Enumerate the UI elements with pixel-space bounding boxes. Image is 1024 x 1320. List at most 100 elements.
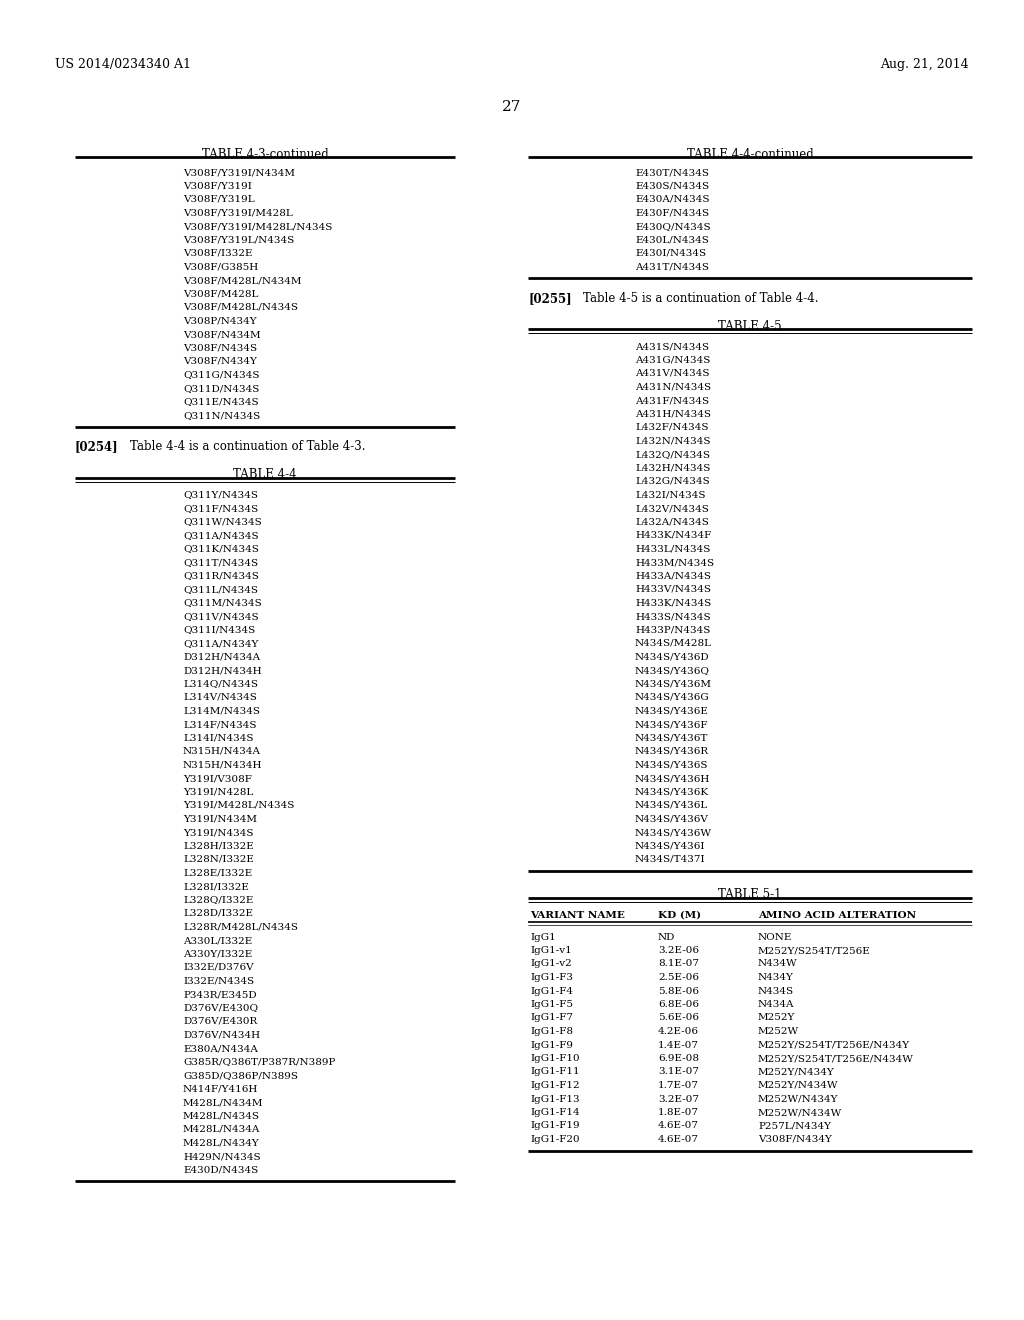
Text: Q311G/N434S: Q311G/N434S xyxy=(183,371,259,380)
Text: M252W/N434Y: M252W/N434Y xyxy=(758,1094,839,1104)
Text: US 2014/0234340 A1: US 2014/0234340 A1 xyxy=(55,58,191,71)
Text: D312H/N434A: D312H/N434A xyxy=(183,652,260,661)
Text: A431T/N434S: A431T/N434S xyxy=(635,263,709,272)
Text: L314M/N434S: L314M/N434S xyxy=(183,706,260,715)
Text: ND: ND xyxy=(658,932,676,941)
Text: IgG1-F13: IgG1-F13 xyxy=(530,1094,580,1104)
Text: Q311T/N434S: Q311T/N434S xyxy=(183,558,258,568)
Text: L328I/I332E: L328I/I332E xyxy=(183,882,249,891)
Text: M252Y: M252Y xyxy=(758,1014,796,1023)
Text: IgG1-F4: IgG1-F4 xyxy=(530,986,573,995)
Text: I332E/D376V: I332E/D376V xyxy=(183,964,254,972)
Text: N434S/Y436E: N434S/Y436E xyxy=(635,706,709,715)
Text: TABLE 4-4-continued: TABLE 4-4-continued xyxy=(687,148,813,161)
Text: Q311K/N434S: Q311K/N434S xyxy=(183,544,259,553)
Text: L328Q/I332E: L328Q/I332E xyxy=(183,895,253,904)
Text: IgG1-F12: IgG1-F12 xyxy=(530,1081,580,1090)
Text: 3.2E-07: 3.2E-07 xyxy=(658,1094,699,1104)
Text: E430S/N434S: E430S/N434S xyxy=(635,181,710,190)
Text: V308F/Y319L: V308F/Y319L xyxy=(183,195,255,205)
Text: 6.9E-08: 6.9E-08 xyxy=(658,1053,699,1063)
Text: H433S/N434S: H433S/N434S xyxy=(635,612,711,620)
Text: V308F/N434Y: V308F/N434Y xyxy=(758,1135,831,1144)
Text: V308F/M428L: V308F/M428L xyxy=(183,289,258,298)
Text: Y319I/N434M: Y319I/N434M xyxy=(183,814,257,824)
Text: M252Y/N434Y: M252Y/N434Y xyxy=(758,1068,835,1077)
Text: N434S/Y436L: N434S/Y436L xyxy=(635,801,709,810)
Text: E430A/N434S: E430A/N434S xyxy=(635,195,710,205)
Text: A431F/N434S: A431F/N434S xyxy=(635,396,710,405)
Text: 1.4E-07: 1.4E-07 xyxy=(658,1040,699,1049)
Text: L432Q/N434S: L432Q/N434S xyxy=(635,450,710,459)
Text: P257L/N434Y: P257L/N434Y xyxy=(758,1122,831,1130)
Text: N434S/Y436Q: N434S/Y436Q xyxy=(635,667,710,675)
Text: Q311N/N434S: Q311N/N434S xyxy=(183,411,260,420)
Text: Q311F/N434S: Q311F/N434S xyxy=(183,504,258,513)
Text: H433M/N434S: H433M/N434S xyxy=(635,558,714,568)
Text: 6.8E-06: 6.8E-06 xyxy=(658,1001,699,1008)
Text: A431G/N434S: A431G/N434S xyxy=(635,355,711,364)
Text: D312H/N434H: D312H/N434H xyxy=(183,667,261,675)
Text: 2.5E-06: 2.5E-06 xyxy=(658,973,699,982)
Text: M252Y/S254T/T256E: M252Y/S254T/T256E xyxy=(758,946,870,954)
Text: L432F/N434S: L432F/N434S xyxy=(635,422,709,432)
Text: M428L/N434M: M428L/N434M xyxy=(183,1098,263,1107)
Text: Y319I/N434S: Y319I/N434S xyxy=(183,828,254,837)
Text: 4.6E-07: 4.6E-07 xyxy=(658,1122,699,1130)
Text: IgG1-v1: IgG1-v1 xyxy=(530,946,571,954)
Text: Y319I/N428L: Y319I/N428L xyxy=(183,788,253,796)
Text: IgG1: IgG1 xyxy=(530,932,556,941)
Text: V308F/M428L/N434M: V308F/M428L/N434M xyxy=(183,276,301,285)
Text: 3.2E-06: 3.2E-06 xyxy=(658,946,699,954)
Text: Q311M/N434S: Q311M/N434S xyxy=(183,598,262,607)
Text: D376V/E430Q: D376V/E430Q xyxy=(183,1003,258,1012)
Text: N434S/Y436I: N434S/Y436I xyxy=(635,842,706,850)
Text: H433P/N434S: H433P/N434S xyxy=(635,626,711,635)
Text: Q311W/N434S: Q311W/N434S xyxy=(183,517,262,527)
Text: 1.8E-07: 1.8E-07 xyxy=(658,1107,699,1117)
Text: N315H/N434H: N315H/N434H xyxy=(183,760,262,770)
Text: H433L/N434S: H433L/N434S xyxy=(635,544,711,553)
Text: V308F/Y319I/M428L: V308F/Y319I/M428L xyxy=(183,209,293,218)
Text: Q311L/N434S: Q311L/N434S xyxy=(183,585,258,594)
Text: IgG1-v2: IgG1-v2 xyxy=(530,960,571,969)
Text: M428L/N434Y: M428L/N434Y xyxy=(183,1138,260,1147)
Text: 4.6E-07: 4.6E-07 xyxy=(658,1135,699,1144)
Text: M252W: M252W xyxy=(758,1027,799,1036)
Text: Aug. 21, 2014: Aug. 21, 2014 xyxy=(881,58,969,71)
Text: V308F/Y319I: V308F/Y319I xyxy=(183,181,252,190)
Text: N434S/T437I: N434S/T437I xyxy=(635,855,706,865)
Text: Y319I/M428L/N434S: Y319I/M428L/N434S xyxy=(183,801,294,810)
Text: L328D/I332E: L328D/I332E xyxy=(183,909,253,917)
Text: A330Y/I332E: A330Y/I332E xyxy=(183,949,252,958)
Text: A431V/N434S: A431V/N434S xyxy=(635,370,710,378)
Text: VARIANT NAME: VARIANT NAME xyxy=(530,911,625,920)
Text: N434S: N434S xyxy=(758,986,795,995)
Text: L432A/N434S: L432A/N434S xyxy=(635,517,709,527)
Text: Q311A/N434Y: Q311A/N434Y xyxy=(183,639,258,648)
Text: TABLE 4-3-continued: TABLE 4-3-continued xyxy=(202,148,329,161)
Text: AMINO ACID ALTERATION: AMINO ACID ALTERATION xyxy=(758,911,916,920)
Text: KD (M): KD (M) xyxy=(658,911,701,920)
Text: TABLE 5-1: TABLE 5-1 xyxy=(718,888,781,902)
Text: I332E/N434S: I332E/N434S xyxy=(183,977,254,986)
Text: IgG1-F7: IgG1-F7 xyxy=(530,1014,573,1023)
Text: H433A/N434S: H433A/N434S xyxy=(635,572,711,581)
Text: L432N/N434S: L432N/N434S xyxy=(635,437,711,446)
Text: P343R/E345D: P343R/E345D xyxy=(183,990,257,999)
Text: L314I/N434S: L314I/N434S xyxy=(183,734,254,742)
Text: Q311A/N434S: Q311A/N434S xyxy=(183,531,259,540)
Text: N434A: N434A xyxy=(758,1001,795,1008)
Text: E430Q/N434S: E430Q/N434S xyxy=(635,222,711,231)
Text: M252W/N434W: M252W/N434W xyxy=(758,1107,843,1117)
Text: E430F/N434S: E430F/N434S xyxy=(635,209,710,218)
Text: H433K/N434S: H433K/N434S xyxy=(635,598,712,607)
Text: L314F/N434S: L314F/N434S xyxy=(183,719,256,729)
Text: E430D/N434S: E430D/N434S xyxy=(183,1166,258,1175)
Text: G385R/Q386T/P387R/N389P: G385R/Q386T/P387R/N389P xyxy=(183,1057,336,1067)
Text: Q311E/N434S: Q311E/N434S xyxy=(183,397,259,407)
Text: IgG1-F14: IgG1-F14 xyxy=(530,1107,580,1117)
Text: N414F/Y416H: N414F/Y416H xyxy=(183,1085,258,1093)
Text: Table 4-5 is a continuation of Table 4-4.: Table 4-5 is a continuation of Table 4-4… xyxy=(583,292,818,305)
Text: 5.8E-06: 5.8E-06 xyxy=(658,986,699,995)
